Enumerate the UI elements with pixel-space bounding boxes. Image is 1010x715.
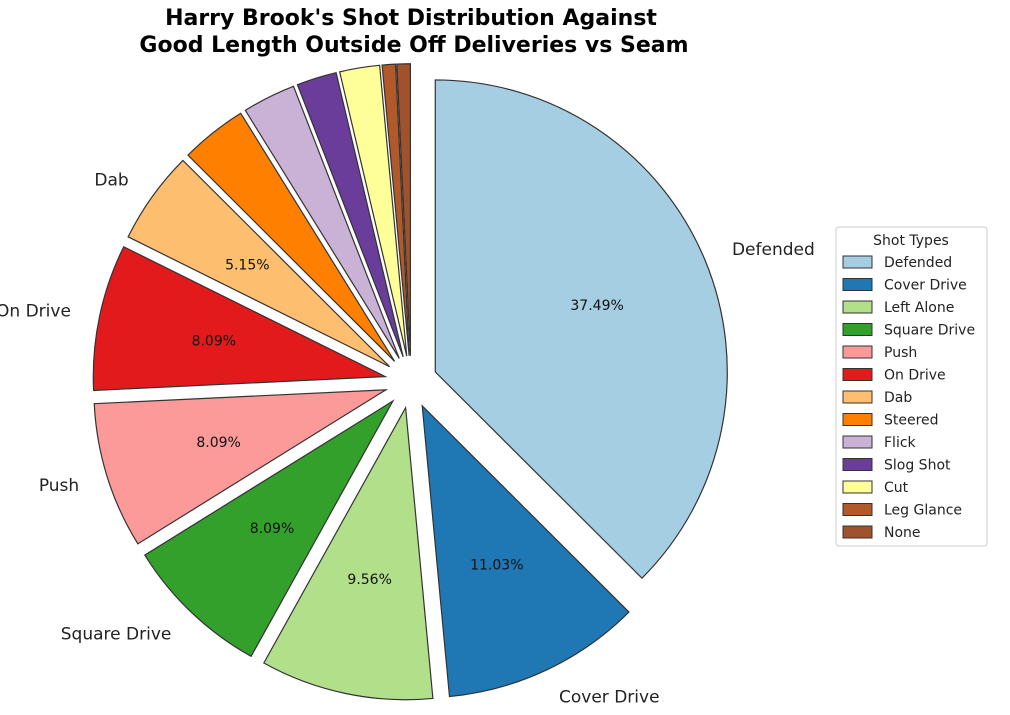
legend-label-cut: Cut bbox=[884, 480, 909, 496]
slice-defended bbox=[434, 79, 728, 580]
chart-title-line-1: Harry Brook's Shot Distribution Against bbox=[165, 6, 657, 31]
legend-label-left-alone: Left Alone bbox=[884, 300, 954, 316]
slice-dab bbox=[127, 159, 391, 368]
slice-slog-shot bbox=[296, 71, 404, 358]
slice-steered bbox=[187, 112, 396, 362]
legend-label-push: Push bbox=[884, 345, 917, 361]
slice-push bbox=[93, 389, 389, 545]
slice-none bbox=[396, 63, 411, 356]
slice-cut bbox=[338, 64, 408, 357]
legend: Shot Types Defended Cover Drive Left Alone… bbox=[835, 226, 988, 547]
pie-slices bbox=[92, 63, 728, 701]
legend-swatch-defended bbox=[842, 255, 873, 269]
slice-label-square-drive: Square Drive bbox=[61, 625, 172, 645]
legend-items: Defended Cover Drive Left Alone Square Driv… bbox=[842, 255, 975, 541]
percent-label-defended: 37.49% bbox=[570, 298, 623, 314]
percent-label-on-drive: 8.09% bbox=[192, 334, 236, 350]
slice-leg-glance bbox=[381, 63, 410, 356]
legend-label-leg-glance: Leg Glance bbox=[884, 503, 962, 519]
legend-label-none: None bbox=[884, 525, 921, 541]
percent-label-cover-drive: 11.03% bbox=[470, 557, 523, 573]
legend-label-defended: Defended bbox=[884, 255, 952, 271]
legend-swatch-leg-glance bbox=[842, 503, 873, 516]
legend-label-steered: Steered bbox=[884, 413, 939, 429]
slice-label-defended: Defended bbox=[732, 240, 815, 260]
slice-label-cover-drive: Cover Drive bbox=[559, 687, 660, 707]
percent-label-push: 8.09% bbox=[196, 435, 240, 451]
percent-label-square-drive: 8.09% bbox=[250, 521, 294, 537]
slice-on-drive bbox=[92, 245, 388, 392]
legend-swatch-square-drive bbox=[842, 323, 873, 336]
legend-swatch-dab bbox=[842, 390, 873, 404]
slice-labels: Defended Cover Drive Left Alone Square Driv… bbox=[0, 170, 815, 715]
slice-label-on-drive: On Drive bbox=[0, 302, 71, 322]
slice-label-dab: Dab bbox=[94, 170, 128, 190]
slice-percent-labels: 37.49% 11.03% 9.56% 8.09% 8.09% 8.09% 5.15% bbox=[192, 258, 624, 589]
legend-label-slog-shot: Slog Shot bbox=[884, 458, 951, 474]
slice-label-push: Push bbox=[39, 476, 79, 496]
legend-label-flick: Flick bbox=[884, 435, 917, 451]
chart-title-line-2: Good Length Outside Off Deliveries vs Se… bbox=[139, 33, 688, 58]
legend-box bbox=[835, 226, 988, 547]
legend-swatch-cover-drive bbox=[842, 278, 873, 291]
slice-left-alone bbox=[263, 405, 434, 701]
slice-cover-drive bbox=[421, 404, 630, 698]
legend-swatch-steered bbox=[842, 413, 873, 426]
legend-label-cover-drive: Cover Drive bbox=[884, 278, 967, 294]
legend-label-square-drive: Square Drive bbox=[884, 323, 975, 339]
legend-swatch-on-drive bbox=[842, 368, 873, 381]
legend-title: Shot Types bbox=[873, 233, 949, 249]
legend-swatch-push bbox=[842, 345, 873, 359]
legend-swatch-cut bbox=[842, 480, 873, 494]
legend-swatch-flick bbox=[842, 435, 873, 449]
legend-swatch-none bbox=[842, 525, 873, 539]
slice-label-left-alone: Left Alone bbox=[254, 713, 339, 715]
slice-flick bbox=[244, 85, 400, 359]
legend-swatch-slog-shot bbox=[842, 458, 873, 471]
slice-square-drive bbox=[143, 399, 395, 658]
legend-label-dab: Dab bbox=[884, 390, 912, 406]
legend-swatch-left-alone bbox=[842, 300, 873, 314]
percent-label-left-alone: 9.56% bbox=[347, 572, 391, 588]
percent-label-dab: 5.15% bbox=[225, 258, 269, 274]
legend-label-on-drive: On Drive bbox=[884, 368, 946, 384]
